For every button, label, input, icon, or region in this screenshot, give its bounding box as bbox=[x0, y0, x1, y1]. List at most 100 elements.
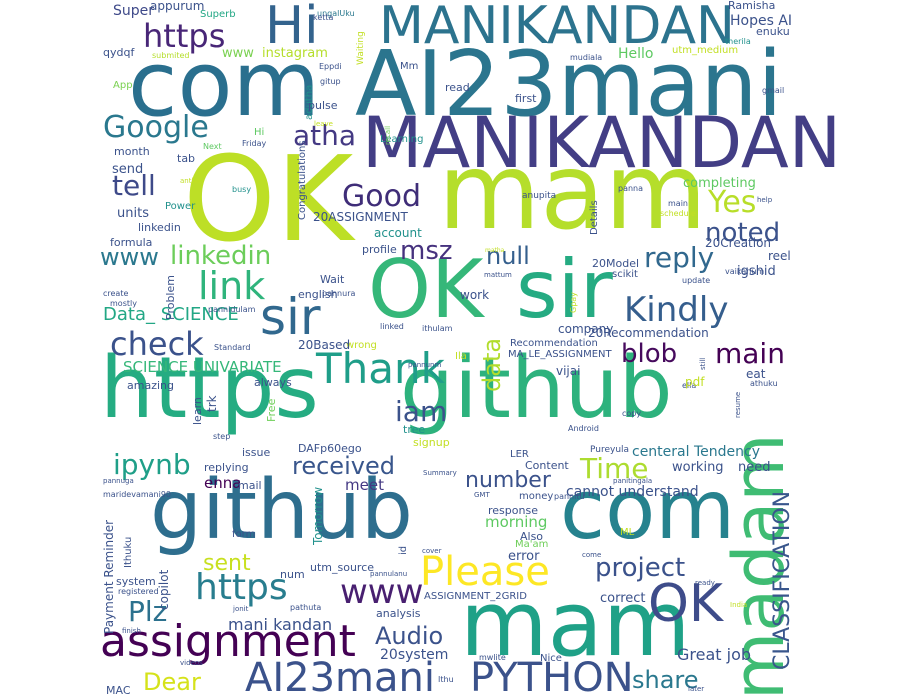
cloud-word: mostly bbox=[110, 299, 137, 308]
cloud-word: Friday bbox=[242, 139, 267, 148]
cloud-word: response bbox=[488, 504, 538, 517]
cloud-word: Pureyula bbox=[590, 445, 630, 455]
cloud-word: Good bbox=[342, 179, 421, 214]
cloud-word: trk bbox=[205, 395, 219, 412]
cloud-word: Hello bbox=[618, 46, 654, 62]
cloud-word: Details bbox=[589, 200, 600, 235]
cloud-word: mail bbox=[238, 479, 262, 492]
cloud-word: form bbox=[232, 529, 256, 540]
cloud-word: reel bbox=[768, 249, 791, 263]
cloud-word: Problem bbox=[164, 275, 177, 320]
cloud-word: update bbox=[682, 276, 711, 285]
cloud-word: https bbox=[100, 339, 319, 438]
cloud-word: working bbox=[672, 460, 724, 475]
cloud-word: Ila bbox=[455, 351, 467, 362]
cloud-word: data bbox=[478, 337, 506, 392]
cloud-word: account bbox=[374, 226, 422, 240]
cloud-word: enuku bbox=[756, 25, 790, 38]
cloud-word: company bbox=[558, 322, 614, 336]
cloud-word: units bbox=[117, 206, 149, 221]
cloud-word: registered bbox=[118, 587, 159, 596]
cloud-word: pannunm bbox=[408, 361, 442, 369]
cloud-word: https bbox=[195, 567, 288, 608]
cloud-word: pannuga bbox=[103, 477, 134, 485]
cloud-word: copilot bbox=[157, 569, 171, 610]
cloud-word: resume bbox=[734, 391, 742, 418]
cloud-word: main bbox=[668, 199, 688, 208]
cloud-word: busy bbox=[232, 185, 252, 194]
cloud-word: money bbox=[519, 491, 554, 502]
cloud-word: finish bbox=[122, 627, 141, 635]
cloud-word: project bbox=[595, 553, 686, 583]
cloud-word: pathuta bbox=[290, 603, 322, 612]
cloud-word: github bbox=[400, 339, 673, 438]
cloud-word: www bbox=[340, 572, 424, 612]
cloud-word: Google bbox=[103, 110, 209, 145]
cloud-word: need bbox=[738, 460, 771, 475]
cloud-word: learn bbox=[191, 397, 204, 425]
cloud-word: igshid bbox=[737, 264, 776, 279]
cloud-word: Payment Reminder bbox=[102, 519, 116, 634]
cloud-word: OK bbox=[368, 243, 484, 336]
cloud-word: matha bbox=[485, 247, 505, 254]
cloud-word: month bbox=[114, 145, 150, 158]
cloud-word: Waiting bbox=[356, 31, 366, 65]
cloud-word: linked bbox=[380, 322, 404, 331]
cloud-word: jonit bbox=[233, 605, 249, 613]
cloud-word: cover bbox=[422, 547, 442, 555]
cloud-word: error bbox=[508, 549, 540, 564]
cloud-word: 20ASSIGNMENT bbox=[313, 210, 408, 224]
cloud-word: copy bbox=[622, 409, 642, 418]
cloud-word: 20Recommendation bbox=[588, 326, 709, 340]
cloud-word: Please bbox=[420, 549, 550, 595]
cloud-word: tree bbox=[403, 423, 426, 436]
cloud-word: completing bbox=[683, 176, 756, 191]
cloud-word: analysis bbox=[376, 607, 421, 620]
cloud-word: India bbox=[730, 601, 748, 609]
cloud-word: centeral Tendency bbox=[632, 444, 760, 460]
cloud-word: ASSIGNMENT_2GRID bbox=[424, 591, 527, 602]
cloud-word: therila bbox=[725, 37, 751, 46]
cloud-word: pannulanu bbox=[370, 570, 408, 578]
cloud-word: Audio bbox=[375, 622, 444, 650]
cloud-word: mwlite bbox=[479, 653, 506, 662]
cloud-word: msz bbox=[400, 236, 453, 266]
cloud-word: number bbox=[465, 468, 551, 493]
cloud-word: replying bbox=[204, 461, 249, 474]
cloud-word: anupita bbox=[522, 191, 557, 201]
cloud-word: mani kandan bbox=[228, 615, 333, 634]
cloud-word: mam bbox=[438, 131, 707, 253]
cloud-word: OK bbox=[183, 130, 354, 268]
cloud-word: Yes bbox=[708, 185, 757, 220]
cloud-word: maridevamani90 bbox=[103, 490, 172, 499]
cloud-word: github bbox=[150, 463, 413, 558]
cloud-word: Tomorrow bbox=[311, 486, 325, 545]
cloud-word: atha bbox=[293, 119, 357, 152]
cloud-word: mam bbox=[460, 572, 691, 677]
cloud-word: submited bbox=[152, 51, 190, 60]
cloud-word: always bbox=[254, 376, 292, 389]
cloud-word: AI23mani bbox=[355, 32, 783, 137]
cloud-word: mattum bbox=[484, 271, 512, 279]
cloud-word: DAFp60ego bbox=[298, 442, 362, 455]
cloud-word: wrong bbox=[346, 340, 377, 351]
cloud-word: utm_medium bbox=[672, 45, 739, 56]
cloud-word: schedule bbox=[660, 209, 696, 218]
cloud-word: scikit bbox=[612, 269, 638, 280]
cloud-word: system bbox=[116, 575, 156, 588]
cloud-word: cannot understand bbox=[566, 484, 699, 500]
cloud-word: pannitu bbox=[554, 492, 585, 501]
cloud-word: www bbox=[100, 243, 159, 271]
cloud-word: Eppdi bbox=[319, 62, 342, 71]
cloud-word: num bbox=[280, 568, 305, 581]
cloud-word: AI23mani bbox=[245, 655, 435, 700]
cloud-word: gitup bbox=[320, 77, 341, 86]
cloud-word: Plz bbox=[128, 595, 168, 628]
cloud-word: profile bbox=[362, 243, 397, 256]
cloud-word: Time bbox=[580, 452, 649, 485]
cloud-word: check bbox=[110, 325, 204, 363]
cloud-word: ML bbox=[620, 527, 635, 538]
cloud-word: correct bbox=[600, 591, 646, 606]
cloud-word: Kindly bbox=[624, 290, 729, 330]
cloud-word: later bbox=[688, 685, 705, 693]
